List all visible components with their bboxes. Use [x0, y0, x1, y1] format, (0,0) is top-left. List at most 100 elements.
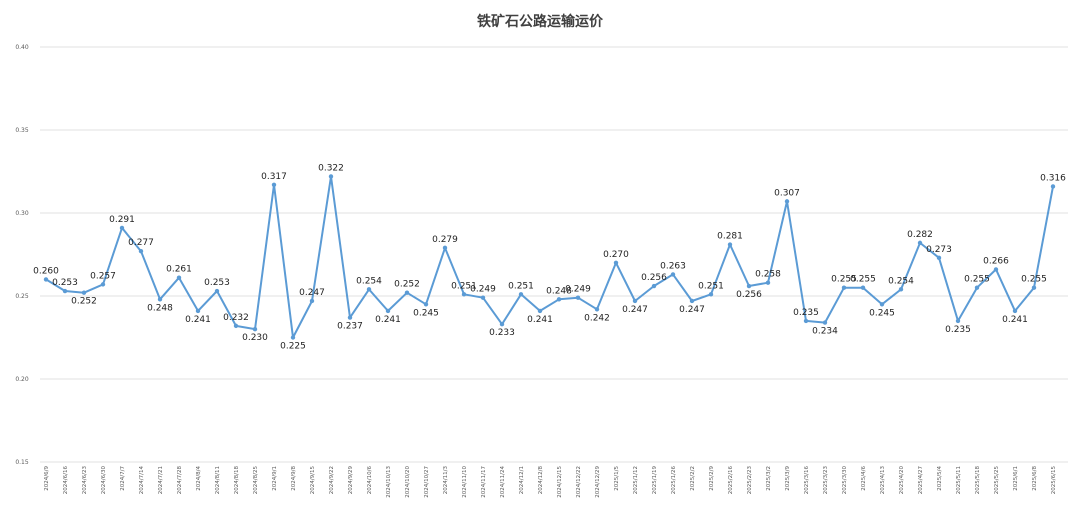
y-tick-label: 0.35	[15, 127, 29, 134]
x-axis-ticks: 2024/6/9 2024/6/16 2024/6/23 2024/6/30 2024/…	[44, 466, 1057, 498]
data-label: 0.279	[432, 235, 458, 245]
y-tick-label: 0.30	[15, 210, 29, 217]
x-tick-label: 2024/11/17	[481, 466, 487, 498]
data-label: 0.270	[603, 250, 629, 260]
x-tick-label: 2024/8/4	[196, 466, 202, 491]
grid-lines	[40, 46, 1068, 463]
data-point	[803, 318, 809, 324]
data-label: 0.248	[546, 286, 572, 296]
data-point	[328, 174, 334, 179]
data-point	[765, 280, 771, 285]
x-tick-label: 2025/2/23	[747, 466, 753, 495]
x-tick-label: 2025/3/23	[823, 466, 829, 495]
x-tick-label: 2024/10/27	[424, 466, 430, 498]
data-label: 0.253	[52, 278, 78, 288]
x-tick-label: 2024/8/11	[215, 466, 221, 494]
data-point	[556, 297, 562, 302]
data-point	[366, 287, 372, 292]
x-tick-label: 2025/3/16	[804, 466, 810, 495]
data-point	[100, 282, 106, 287]
data-label: 0.291	[109, 215, 135, 225]
data-label: 0.253	[204, 278, 230, 288]
data-label: 0.247	[679, 305, 705, 315]
data-label: 0.247	[622, 305, 648, 315]
data-label: 0.258	[755, 270, 781, 280]
data-point	[461, 292, 467, 297]
data-point	[651, 283, 657, 289]
x-tick-label: 2025/2/16	[728, 466, 734, 495]
x-tick-label: 2025/3/30	[842, 466, 848, 495]
x-tick-label: 2024/11/3	[443, 466, 449, 495]
data-point	[404, 290, 410, 295]
data-point	[879, 302, 885, 307]
data-label: 0.254	[356, 276, 382, 286]
data-label: 0.235	[793, 308, 819, 318]
data-label: 0.251	[508, 281, 534, 291]
data-point	[347, 315, 353, 320]
data-point	[271, 182, 277, 187]
x-tick-label: 2024/12/15	[557, 466, 563, 498]
data-labels: 0.260 0.253 0.252 0.257 0.291 0.277 0.248 0.261…	[33, 163, 1066, 351]
data-point	[708, 292, 714, 297]
x-tick-label: 2024/9/1	[272, 466, 278, 491]
x-tick-label: 2024/9/15	[310, 466, 316, 495]
x-tick-label: 2024/12/8	[538, 466, 544, 495]
data-point	[936, 255, 942, 261]
x-tick-label: 2025/5/18	[975, 466, 981, 495]
x-tick-label: 2025/5/11	[956, 466, 962, 494]
data-label: 0.252	[71, 297, 97, 307]
data-label: 0.255	[850, 275, 876, 285]
data-point	[119, 225, 125, 231]
x-tick-label: 2024/9/29	[348, 466, 354, 495]
data-label: 0.241	[527, 315, 553, 325]
data-label: 0.232	[223, 313, 249, 323]
data-point	[309, 298, 315, 304]
data-point	[214, 288, 220, 294]
x-tick-label: 2025/6/1	[1013, 466, 1019, 491]
data-point	[746, 283, 752, 289]
data-label: 0.261	[166, 265, 192, 275]
data-point	[43, 277, 49, 282]
data-label: 0.245	[413, 308, 439, 318]
data-label: 0.263	[660, 261, 686, 271]
data-label: 0.317	[261, 172, 287, 182]
x-tick-label: 2024/6/9	[44, 466, 50, 491]
series-line	[45, 175, 1054, 339]
data-point	[993, 267, 999, 272]
x-tick-label: 2025/5/4	[937, 466, 943, 491]
data-label: 0.257	[90, 271, 116, 281]
data-label: 0.247	[299, 288, 325, 298]
data-label: 0.251	[451, 281, 477, 291]
x-tick-label: 2024/6/23	[82, 466, 88, 495]
data-label: 0.260	[33, 266, 59, 276]
data-point	[290, 335, 296, 340]
data-point	[442, 245, 448, 251]
data-point	[423, 302, 429, 307]
y-axis-ticks: 0.40 0.35 0.30 0.25 0.20 0.15	[15, 44, 29, 466]
y-tick-label: 0.20	[15, 376, 29, 383]
x-tick-label: 2025/3/2	[766, 466, 772, 491]
x-tick-label: 2025/5/25	[994, 466, 1000, 495]
data-point	[632, 298, 638, 304]
data-label: 0.241	[185, 315, 211, 325]
data-point	[176, 275, 182, 280]
data-label: 0.235	[945, 325, 971, 335]
data-label: 0.225	[280, 342, 306, 352]
data-point	[518, 292, 524, 297]
data-point	[822, 320, 828, 325]
data-label: 0.322	[318, 163, 344, 173]
data-label: 0.237	[337, 322, 363, 332]
x-tick-label: 2025/1/26	[671, 466, 677, 495]
data-point	[157, 297, 163, 302]
data-point	[841, 285, 847, 290]
data-label: 0.282	[907, 230, 933, 240]
data-point	[1031, 285, 1037, 290]
data-point	[81, 290, 87, 295]
data-label: 0.252	[394, 280, 420, 290]
x-tick-label: 2025/2/2	[690, 466, 696, 491]
x-tick-label: 2024/11/10	[462, 466, 468, 498]
y-tick-label: 0.15	[15, 459, 29, 466]
y-tick-label: 0.25	[15, 293, 29, 300]
x-tick-label: 2025/6/15	[1051, 466, 1057, 495]
